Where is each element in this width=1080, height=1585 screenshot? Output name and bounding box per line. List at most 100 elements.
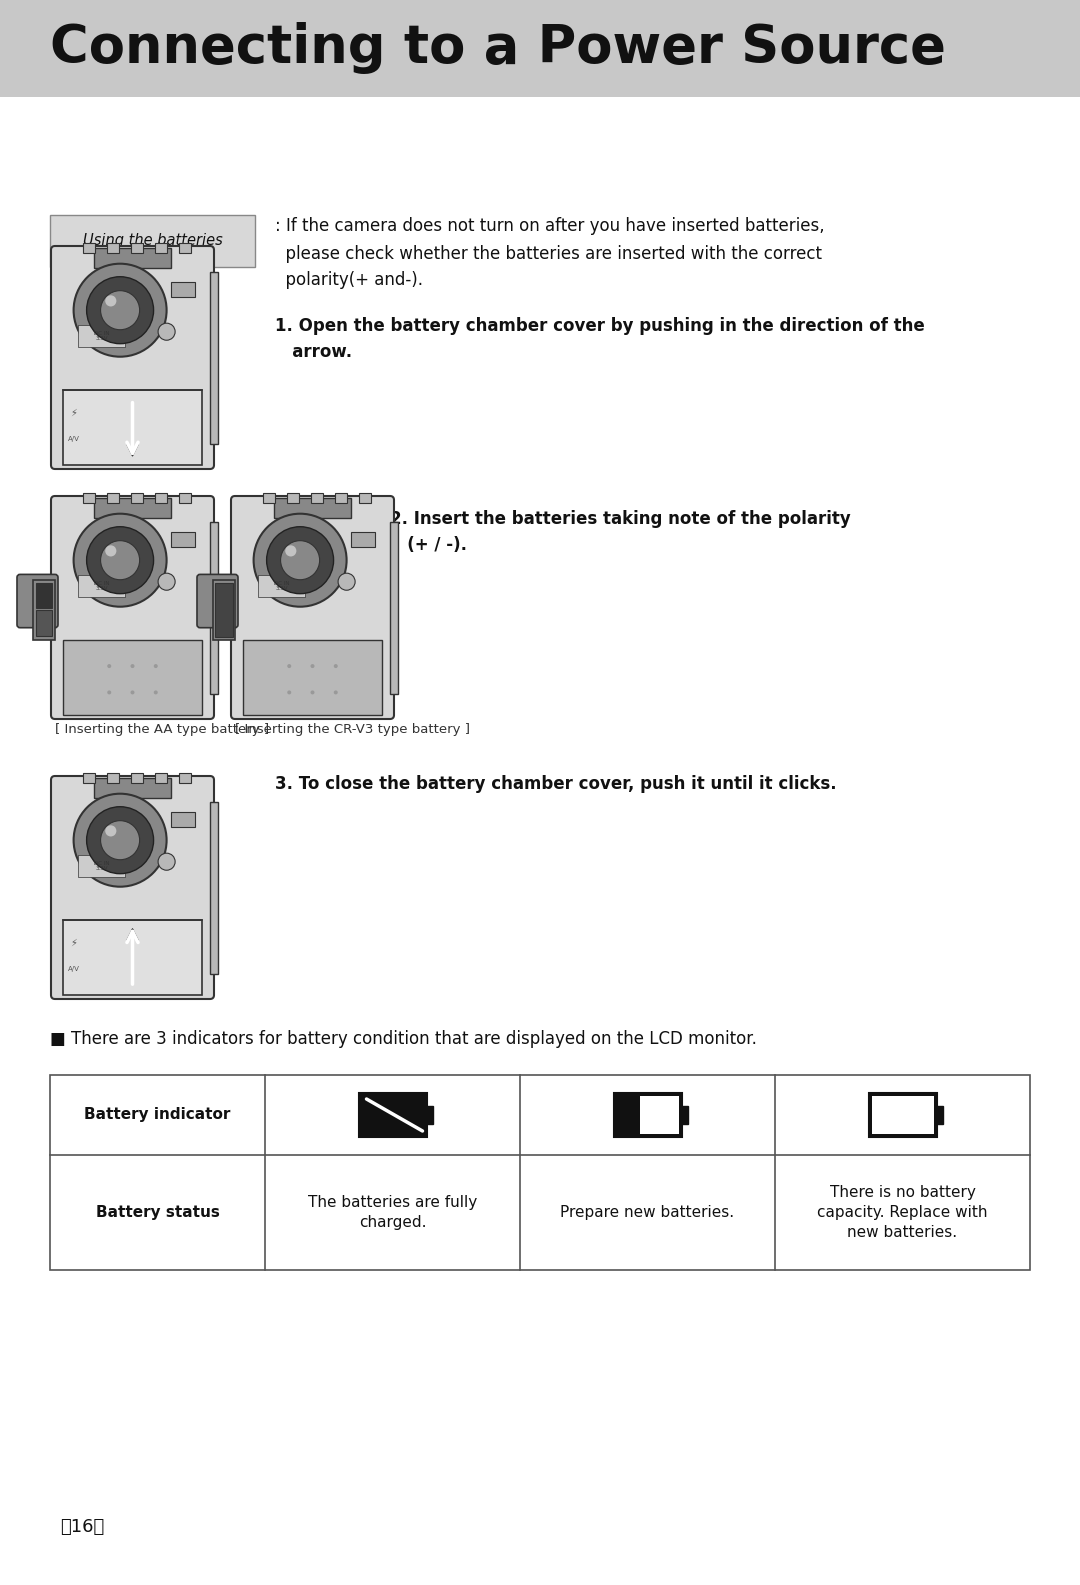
Bar xyxy=(179,493,191,502)
FancyBboxPatch shape xyxy=(17,574,58,628)
Text: : If the camera does not turn on after you have inserted batteries,: : If the camera does not turn on after y… xyxy=(275,217,825,235)
Circle shape xyxy=(285,545,296,556)
Bar xyxy=(273,498,351,518)
Circle shape xyxy=(158,323,175,341)
Text: please check whether the batteries are inserted with the correct: please check whether the batteries are i… xyxy=(275,246,822,263)
Circle shape xyxy=(105,295,117,306)
Circle shape xyxy=(334,664,338,669)
Bar xyxy=(427,1106,432,1124)
Bar xyxy=(210,802,218,973)
Circle shape xyxy=(86,807,153,873)
Bar xyxy=(107,243,119,254)
Bar xyxy=(258,575,305,596)
Bar xyxy=(83,493,95,502)
Text: Battery indicator: Battery indicator xyxy=(84,1108,231,1122)
Text: 1. Open the battery chamber cover by pushing in the direction of the: 1. Open the battery chamber cover by pus… xyxy=(275,317,924,334)
Bar xyxy=(107,773,119,783)
Text: A/V: A/V xyxy=(68,436,80,442)
Text: DC IN
3.3V: DC IN 3.3V xyxy=(273,580,289,591)
Bar xyxy=(83,243,95,254)
Bar xyxy=(63,640,202,715)
Circle shape xyxy=(311,664,314,669)
Bar xyxy=(94,778,172,797)
Circle shape xyxy=(105,826,117,837)
Circle shape xyxy=(73,263,166,357)
Bar xyxy=(33,580,55,640)
Circle shape xyxy=(131,664,135,669)
Circle shape xyxy=(86,526,153,594)
Text: ⚡: ⚡ xyxy=(70,407,77,417)
Text: polarity(+ and-).: polarity(+ and-). xyxy=(275,271,423,288)
Bar xyxy=(154,773,167,783)
Bar xyxy=(243,640,382,715)
Bar xyxy=(78,856,125,877)
Circle shape xyxy=(107,691,111,694)
Bar xyxy=(210,271,218,444)
Circle shape xyxy=(107,664,111,669)
FancyBboxPatch shape xyxy=(231,496,394,720)
Bar xyxy=(83,773,95,783)
Text: [ Inserting the CR-V3 type battery ]: [ Inserting the CR-V3 type battery ] xyxy=(235,723,470,735)
Bar xyxy=(78,325,125,347)
Bar xyxy=(262,493,275,502)
Bar xyxy=(681,1106,688,1124)
Text: Battery status: Battery status xyxy=(95,1205,219,1220)
Bar xyxy=(36,583,52,609)
Circle shape xyxy=(73,794,166,886)
Circle shape xyxy=(100,540,139,580)
Text: 〆16〇: 〆16〇 xyxy=(60,1518,105,1536)
Circle shape xyxy=(158,853,175,870)
Circle shape xyxy=(86,277,153,344)
Text: [ Inserting the AA type battery ]: [ Inserting the AA type battery ] xyxy=(55,723,269,735)
Circle shape xyxy=(311,691,314,694)
Circle shape xyxy=(254,514,347,607)
Circle shape xyxy=(100,821,139,859)
Bar xyxy=(213,580,235,640)
Bar xyxy=(172,282,194,298)
Text: (+ / -).: (+ / -). xyxy=(390,536,467,555)
Bar xyxy=(362,1095,423,1133)
FancyBboxPatch shape xyxy=(51,777,214,999)
Text: DC IN
3.3V: DC IN 3.3V xyxy=(94,331,109,341)
Bar xyxy=(78,575,125,596)
Circle shape xyxy=(267,526,334,594)
Bar xyxy=(617,1095,640,1133)
Bar xyxy=(868,1094,936,1136)
FancyBboxPatch shape xyxy=(197,574,238,628)
Bar xyxy=(362,1095,423,1133)
Bar xyxy=(617,1095,678,1133)
Bar xyxy=(172,812,194,827)
Bar xyxy=(179,243,191,254)
Bar xyxy=(179,773,191,783)
Bar xyxy=(131,773,144,783)
Text: There is no battery
capacity. Replace with
new batteries.: There is no battery capacity. Replace wi… xyxy=(818,1186,988,1239)
Bar xyxy=(94,247,172,268)
Bar xyxy=(613,1094,681,1136)
Bar xyxy=(107,493,119,502)
Circle shape xyxy=(153,691,158,694)
Bar xyxy=(154,493,167,502)
Bar xyxy=(131,493,144,502)
Bar xyxy=(311,493,323,502)
Bar xyxy=(94,498,172,518)
Bar xyxy=(63,919,202,995)
Circle shape xyxy=(281,540,320,580)
Text: 2. Insert the batteries taking note of the polarity: 2. Insert the batteries taking note of t… xyxy=(390,510,851,528)
Bar xyxy=(0,0,1080,97)
Circle shape xyxy=(287,664,292,669)
Text: Connecting to a Power Source: Connecting to a Power Source xyxy=(50,22,946,74)
Bar xyxy=(359,493,372,502)
Text: Using the batteries: Using the batteries xyxy=(83,233,222,249)
Circle shape xyxy=(73,514,166,607)
Bar xyxy=(936,1106,943,1124)
Circle shape xyxy=(158,574,175,590)
Text: DC IN
3.3V: DC IN 3.3V xyxy=(94,580,109,591)
Text: The batteries are fully
charged.: The batteries are fully charged. xyxy=(308,1195,477,1230)
Bar xyxy=(131,243,144,254)
Text: DC IN
3.3V: DC IN 3.3V xyxy=(94,861,109,872)
Bar xyxy=(154,243,167,254)
Bar xyxy=(359,1094,427,1136)
Bar xyxy=(50,1075,1030,1270)
Circle shape xyxy=(153,664,158,669)
Bar xyxy=(351,533,375,547)
